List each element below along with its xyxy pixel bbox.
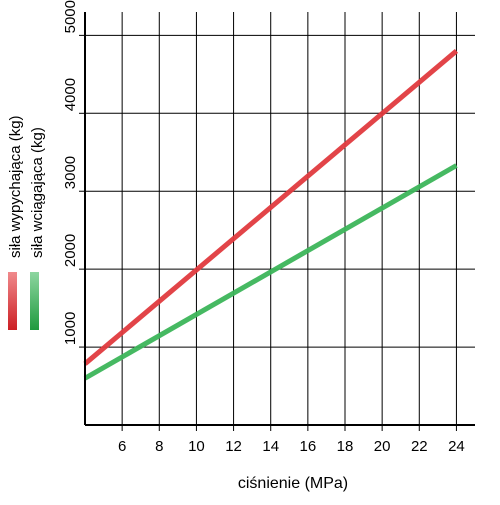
series-line-pushing-force bbox=[83, 49, 459, 366]
legend-label: siła wypychająca (kg) bbox=[7, 115, 24, 258]
y-tick-label: 2000 bbox=[62, 234, 79, 267]
x-axis-label: ciśnienie (MPa) bbox=[238, 475, 348, 492]
x-tick-label: 20 bbox=[374, 438, 391, 455]
legend-swatch bbox=[8, 272, 17, 330]
y-tick-label: 1000 bbox=[62, 312, 79, 345]
y-tick-label: 4000 bbox=[62, 78, 79, 111]
x-tick-label: 18 bbox=[337, 438, 354, 455]
x-tick-label: 16 bbox=[300, 438, 317, 455]
x-tick-label: 8 bbox=[155, 438, 163, 455]
x-tick-label: 24 bbox=[448, 438, 465, 455]
y-tick-label: 5000 bbox=[62, 0, 79, 33]
x-tick-label: 22 bbox=[411, 438, 428, 455]
x-tick-label: 10 bbox=[188, 438, 205, 455]
legend-swatch bbox=[30, 272, 39, 330]
x-tick-label: 12 bbox=[225, 438, 242, 455]
x-tick-label: 6 bbox=[118, 438, 126, 455]
x-tick-label: 14 bbox=[262, 438, 279, 455]
series-line-pulling-force bbox=[83, 163, 458, 381]
legend-label: siła wciągająca (kg) bbox=[29, 127, 46, 258]
y-tick-label: 3000 bbox=[62, 156, 79, 189]
